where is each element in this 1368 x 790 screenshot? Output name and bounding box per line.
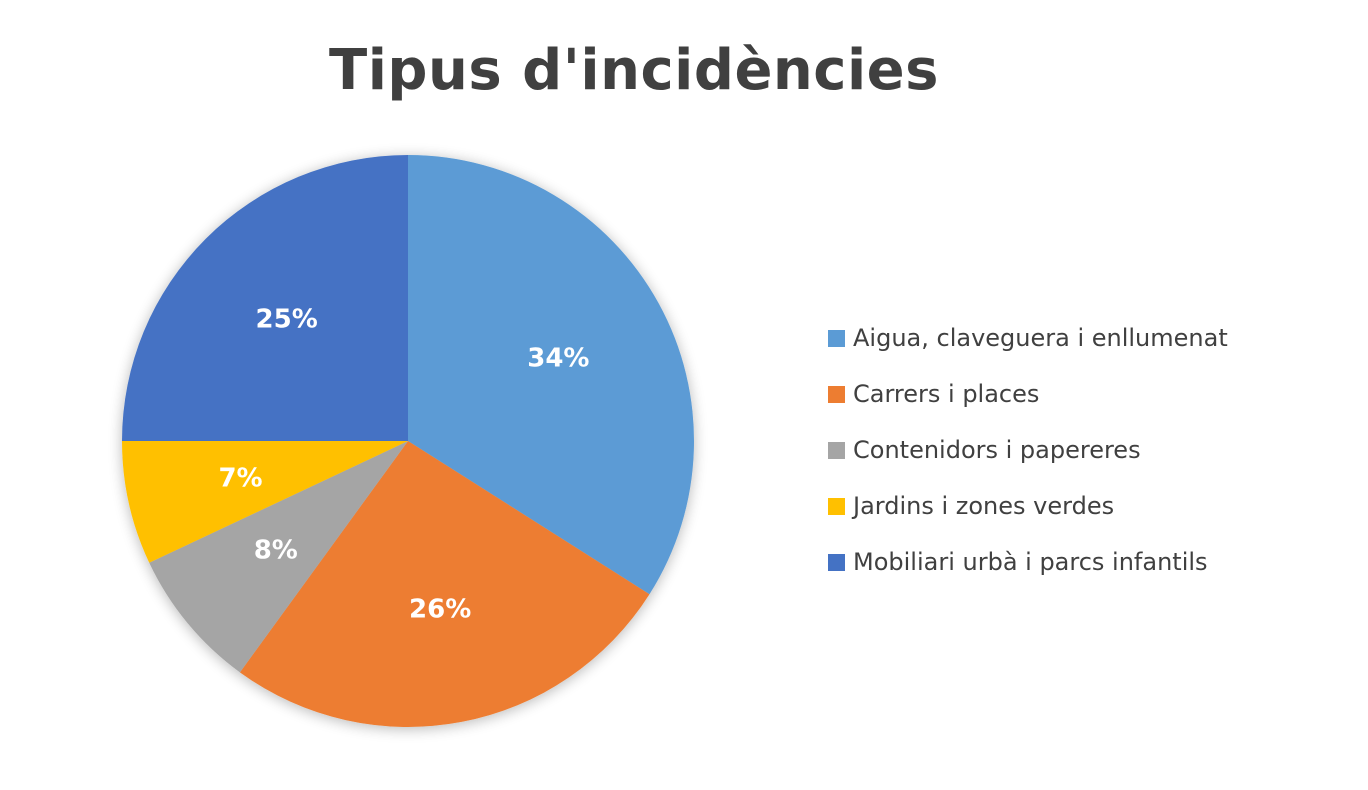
legend-item: Mobiliari urbà i parcs infantils xyxy=(828,534,1348,590)
legend-swatch xyxy=(828,385,845,403)
legend-label: Aigua, claveguera i enllumenat xyxy=(853,324,1228,352)
legend-label: Mobiliari urbà i parcs infantils xyxy=(853,548,1208,576)
pie-slice xyxy=(149,441,408,673)
slice-data-label: 7% xyxy=(218,463,262,493)
legend-swatch xyxy=(828,553,845,571)
legend-item: Contenidors i papereres xyxy=(828,422,1348,478)
legend-label: Contenidors i papereres xyxy=(853,436,1141,464)
legend-label: Jardins i zones verdes xyxy=(853,492,1115,520)
legend-swatch xyxy=(828,441,845,459)
legend-item: Jardins i zones verdes xyxy=(828,478,1348,534)
slice-data-label: 25% xyxy=(256,305,318,335)
legend-swatch xyxy=(828,329,845,347)
slice-data-label: 26% xyxy=(409,595,471,625)
pie-slice xyxy=(122,441,408,563)
legend-item: Aigua, claveguera i enllumenat xyxy=(828,310,1348,366)
chart-title: Tipus d'incidències xyxy=(329,38,939,103)
legend-label: Carrers i places xyxy=(853,380,1040,408)
legend-item: Carrers i places xyxy=(828,366,1348,422)
legend-swatch xyxy=(828,497,845,515)
pie-slice xyxy=(239,441,650,727)
slice-data-label: 8% xyxy=(254,535,298,565)
pie-slice xyxy=(408,155,694,595)
slice-data-label: 34% xyxy=(527,343,589,373)
chart-legend: Aigua, claveguera i enllumenat Carrers i… xyxy=(828,310,1348,590)
pie-slice xyxy=(122,155,408,441)
